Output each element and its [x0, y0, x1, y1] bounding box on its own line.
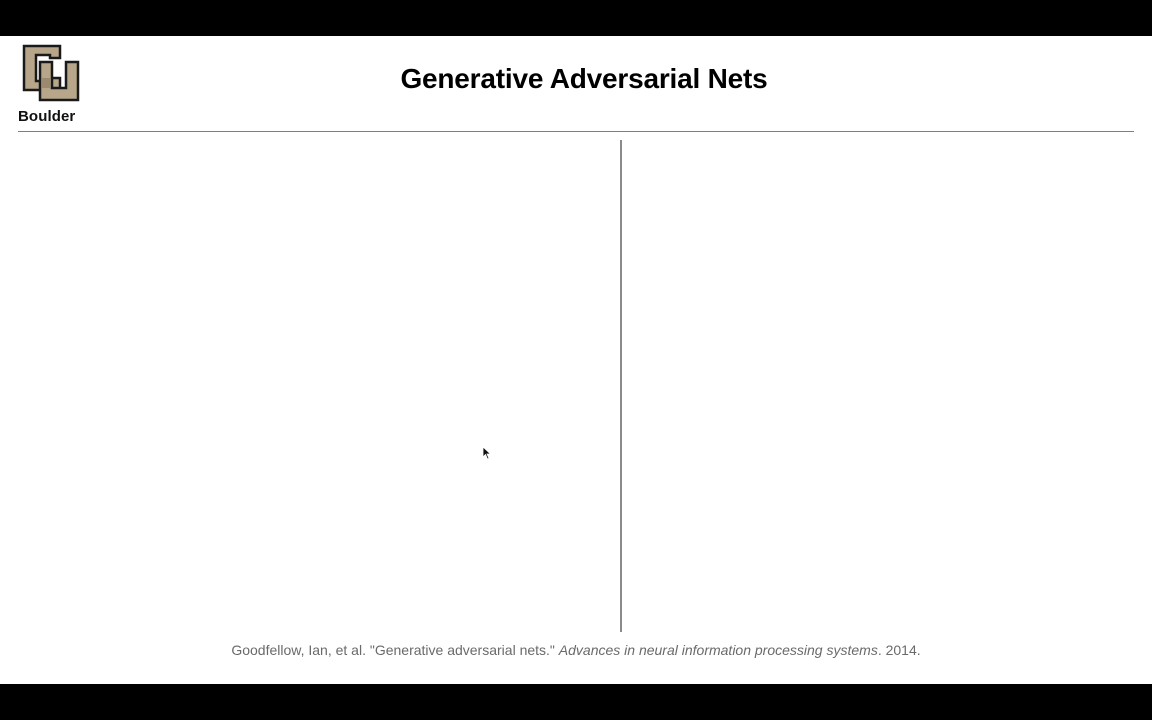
title-underline-divider: [18, 131, 1134, 132]
citation-year: . 2014.: [877, 642, 921, 658]
pointer-arrow-icon: [482, 446, 492, 460]
citation: Goodfellow, Ian, et al. "Generative adve…: [0, 642, 1152, 658]
citation-venue: Advances in neural information processin…: [558, 642, 878, 658]
presentation-slide: Boulder Generative Adversarial Nets Good…: [0, 36, 1152, 684]
cu-interlocking-logo-icon: [22, 44, 80, 102]
citation-authors: Goodfellow, Ian, et al. "Generative adve…: [231, 642, 555, 658]
logo-wordmark: Boulder: [18, 108, 76, 125]
vertical-column-divider: [620, 140, 622, 632]
university-logo: Boulder: [18, 42, 84, 125]
slide-title: Generative Adversarial Nets: [400, 63, 768, 94]
